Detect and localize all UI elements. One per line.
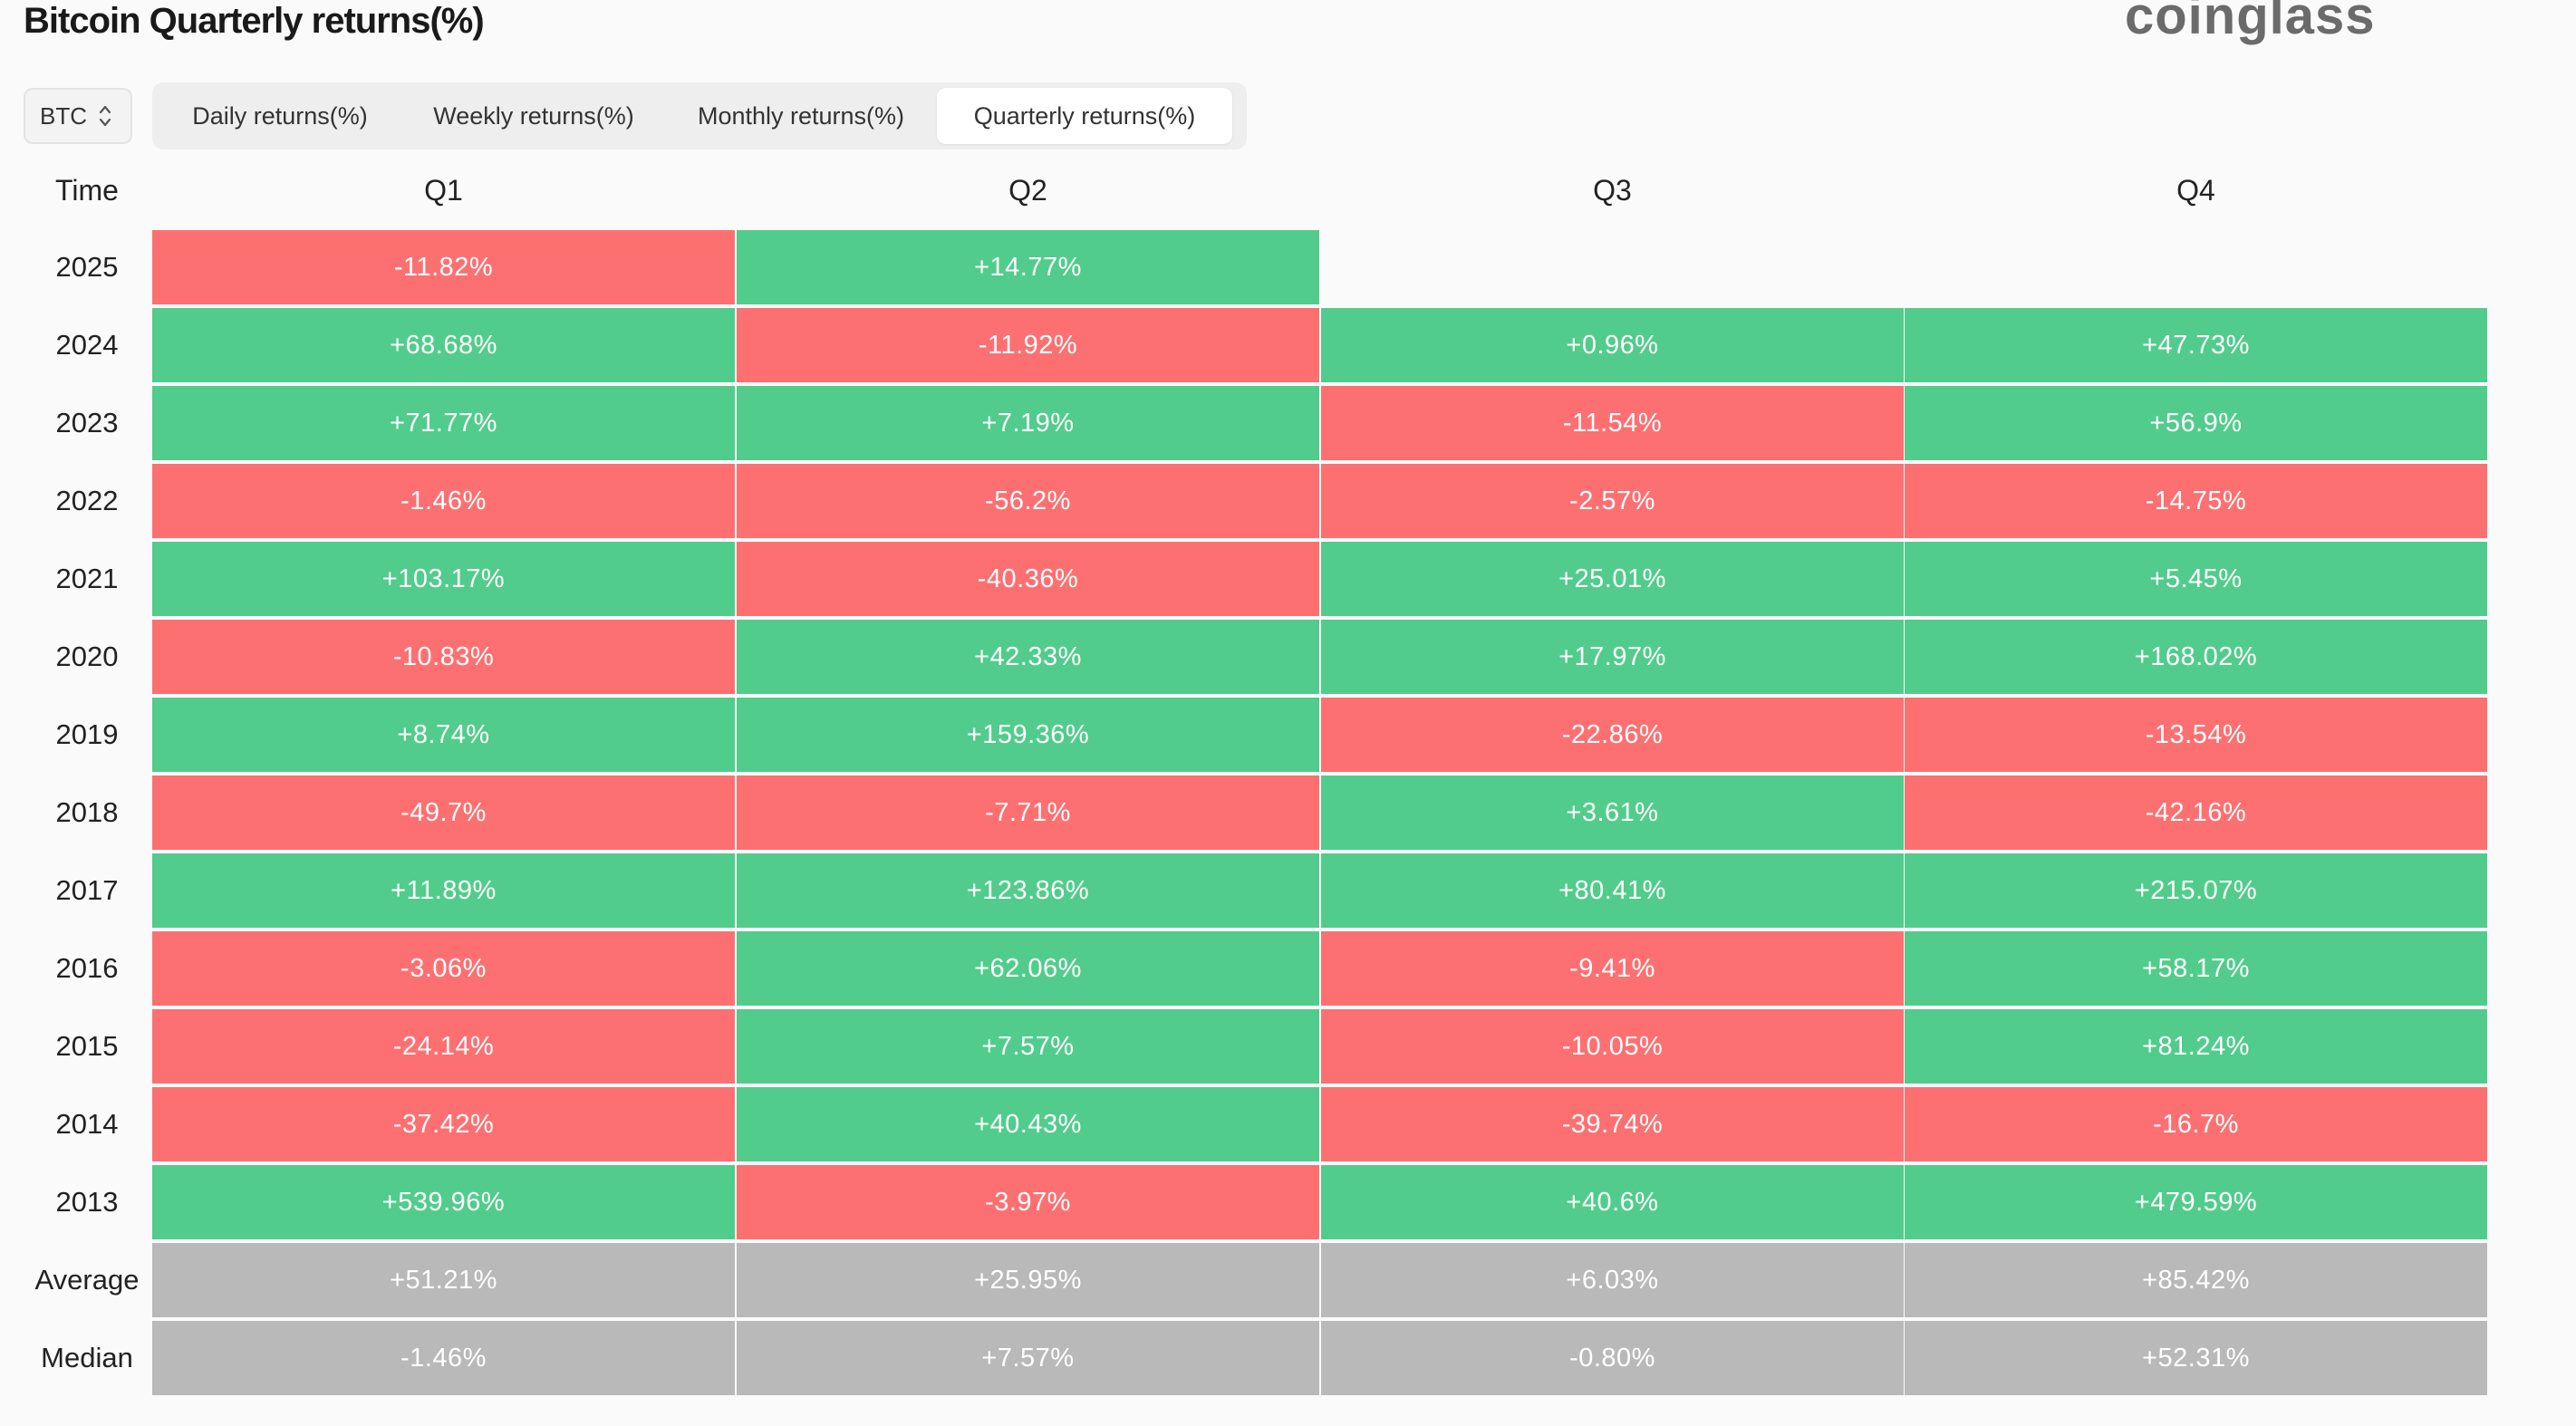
- returns-period-tabs: Daily returns(%) Weekly returns(%) Month…: [152, 82, 1247, 149]
- up-down-chevron-icon: [99, 105, 111, 127]
- return-cell: +0.96%: [1321, 308, 1904, 382]
- return-cell: +71.77%: [152, 386, 735, 460]
- return-cell: +68.68%: [152, 308, 735, 382]
- summary-row-label: Average: [34, 1264, 140, 1296]
- summary-cell: +25.95%: [737, 1243, 1319, 1317]
- tab-weekly-returns[interactable]: Weekly returns(%): [433, 101, 634, 130]
- return-cell: +5.45%: [1905, 542, 2487, 616]
- summary-cell: +7.57%: [737, 1321, 1319, 1395]
- return-cell: -49.7%: [152, 776, 735, 850]
- return-cell: -10.83%: [152, 620, 735, 694]
- column-header-q4: Q4: [2176, 174, 2215, 207]
- return-cell: +47.73%: [1905, 308, 2487, 382]
- brand-logo: coinglass: [2125, 0, 2376, 45]
- return-cell: -40.36%: [737, 542, 1319, 616]
- row-label-year: 2014: [55, 1108, 119, 1140]
- return-cell: +80.41%: [1321, 853, 1904, 928]
- return-cell: -7.71%: [737, 776, 1319, 850]
- return-cell: -11.92%: [737, 308, 1319, 382]
- return-cell: -24.14%: [152, 1009, 735, 1084]
- return-cell: +40.6%: [1321, 1165, 1904, 1239]
- row-label-year: 2025: [55, 251, 119, 283]
- row-label-year: 2019: [55, 718, 119, 750]
- return-cell: -9.41%: [1321, 931, 1904, 1006]
- row-label-year: 2018: [55, 796, 119, 828]
- summary-cell: +85.42%: [1905, 1243, 2487, 1317]
- row-label-year: 2024: [55, 329, 119, 361]
- return-cell: +479.59%: [1905, 1165, 2487, 1239]
- row-label-year: 2015: [55, 1030, 119, 1062]
- column-header-time: Time: [55, 174, 119, 207]
- row-label-year: 2022: [55, 485, 119, 516]
- return-cell: +159.36%: [737, 698, 1319, 772]
- summary-cell: +6.03%: [1321, 1243, 1904, 1317]
- return-cell: -56.2%: [737, 464, 1319, 538]
- return-cell: +3.61%: [1321, 776, 1904, 850]
- return-cell: -14.75%: [1905, 464, 2487, 538]
- return-cell: +123.86%: [737, 853, 1319, 928]
- column-header-q2: Q2: [1008, 174, 1047, 207]
- return-cell: -3.06%: [152, 931, 735, 1006]
- summary-cell: -1.46%: [152, 1321, 735, 1395]
- return-cell: +103.17%: [152, 542, 735, 616]
- return-cell: +17.97%: [1321, 620, 1904, 694]
- row-label-year: 2017: [55, 874, 119, 906]
- page-title: Bitcoin Quarterly returns(%): [24, 1, 485, 41]
- return-cell: +539.96%: [152, 1165, 735, 1239]
- return-cell: -13.54%: [1905, 698, 2487, 772]
- row-label-year: 2023: [55, 407, 119, 438]
- row-label-year: 2020: [55, 641, 119, 672]
- summary-row-label: Median: [41, 1342, 133, 1373]
- return-cell: +7.57%: [737, 1009, 1319, 1084]
- row-label-year: 2016: [55, 952, 119, 984]
- return-cell: +8.74%: [152, 698, 735, 772]
- return-cell: +7.19%: [737, 386, 1319, 460]
- column-header-q3: Q3: [1593, 174, 1632, 207]
- return-cell: +215.07%: [1905, 853, 2487, 928]
- return-cell: +40.43%: [737, 1087, 1319, 1161]
- column-header-q1: Q1: [424, 174, 463, 207]
- tab-monthly-returns[interactable]: Monthly returns(%): [697, 101, 905, 130]
- row-label-year: 2013: [55, 1186, 119, 1218]
- row-label-year: 2021: [55, 563, 119, 594]
- return-cell: -42.16%: [1905, 776, 2487, 850]
- return-cell: -22.86%: [1321, 698, 1904, 772]
- return-cell: -37.42%: [152, 1087, 735, 1161]
- return-cell: -11.82%: [152, 230, 735, 304]
- coin-select[interactable]: BTC: [24, 88, 132, 144]
- return-cell: -39.74%: [1321, 1087, 1904, 1161]
- tab-quarterly-returns[interactable]: Quarterly returns(%): [937, 88, 1232, 144]
- summary-cell: +52.31%: [1905, 1321, 2487, 1395]
- return-cell: -16.7%: [1905, 1087, 2487, 1161]
- return-cell: +58.17%: [1905, 931, 2487, 1006]
- return-cell: +42.33%: [737, 620, 1319, 694]
- return-cell: +168.02%: [1905, 620, 2487, 694]
- summary-cell: -0.80%: [1321, 1321, 1904, 1395]
- return-cell: +25.01%: [1321, 542, 1904, 616]
- summary-cell: +51.21%: [152, 1243, 735, 1317]
- return-cell: +62.06%: [737, 931, 1319, 1006]
- return-cell: +11.89%: [152, 853, 735, 928]
- return-cell: -10.05%: [1321, 1009, 1904, 1084]
- return-cell: +14.77%: [737, 230, 1319, 304]
- tab-daily-returns[interactable]: Daily returns(%): [192, 101, 368, 130]
- coin-select-value: BTC: [40, 101, 87, 130]
- return-cell: -3.97%: [737, 1165, 1319, 1239]
- return-cell: +56.9%: [1905, 386, 2487, 460]
- return-cell: -11.54%: [1321, 386, 1904, 460]
- return-cell: +81.24%: [1905, 1009, 2487, 1084]
- return-cell: -2.57%: [1321, 464, 1904, 538]
- return-cell: -1.46%: [152, 464, 735, 538]
